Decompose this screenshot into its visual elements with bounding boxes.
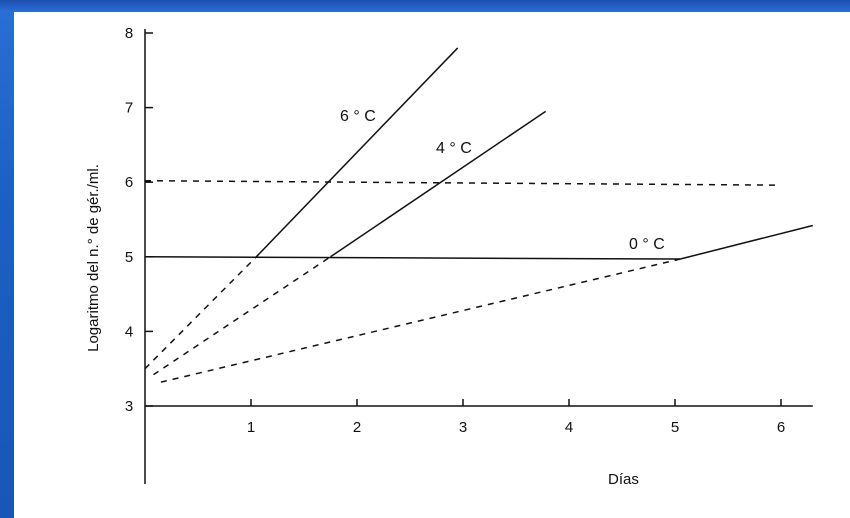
slide-top-band <box>0 0 850 12</box>
x-tick-label: 4 <box>565 419 573 436</box>
y-axis-title: Logaritmo del n.° de gér./ml. <box>85 164 102 352</box>
chart-series <box>144 47 813 383</box>
x-tick-label: 2 <box>353 419 361 436</box>
series-4c-solid-segment <box>330 110 547 258</box>
chart-reference-lines <box>144 179 782 260</box>
y-tick-label: 4 <box>125 323 133 340</box>
y-tick-label: 5 <box>125 249 133 266</box>
x-tick-label: 6 <box>777 419 785 436</box>
series-6c-solid-segment <box>255 47 459 258</box>
series-label: 0 ° C <box>629 236 665 253</box>
y-tick-label: 8 <box>125 25 133 42</box>
series-0c-solid-segment <box>680 224 813 260</box>
series-4c-dashed-segment <box>153 256 331 376</box>
series-0c-dashed-segment <box>160 258 681 383</box>
series-label: 4 ° C <box>436 140 472 157</box>
slide-panel <box>14 12 850 518</box>
x-tick-label: 5 <box>671 419 679 436</box>
x-tick-label: 3 <box>459 419 467 436</box>
y-tick-label: 6 <box>125 174 133 191</box>
series-label: 6 ° C <box>340 108 376 125</box>
y-tick-label: 3 <box>125 398 133 415</box>
reference-line-solid <box>144 256 681 260</box>
chart-axes <box>144 29 813 484</box>
y-tick-label: 7 <box>125 100 133 117</box>
chart-labels: 3 4 5 6 7 8 1 2 3 4 5 6 6 ° C 4 ° C 0 ° C <box>125 25 785 436</box>
x-tick-label: 1 <box>247 419 255 436</box>
reference-line-dashed <box>144 179 782 186</box>
series-6c-dashed-segment <box>144 256 257 370</box>
x-axis-title: Días <box>608 471 639 488</box>
